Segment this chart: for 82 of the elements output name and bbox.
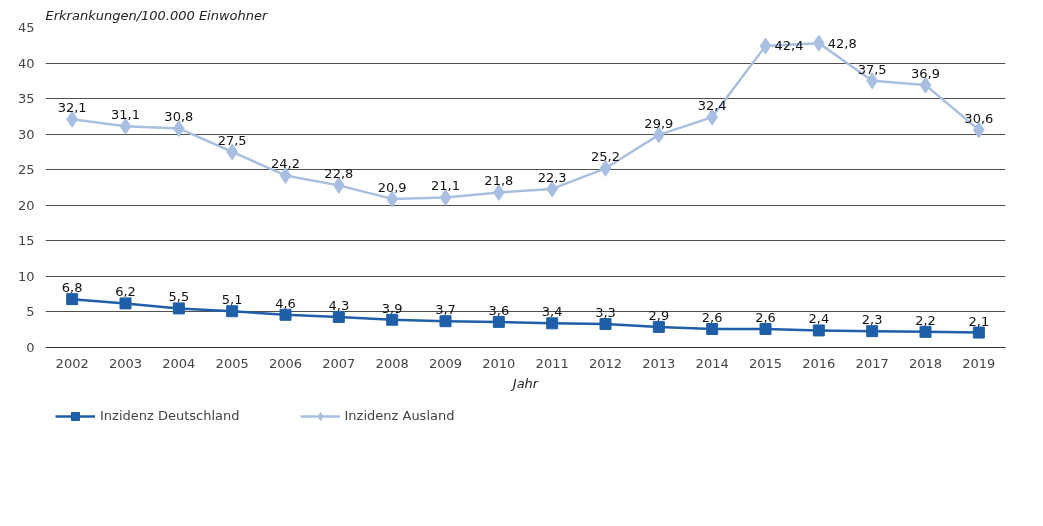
data-label: 2,4: [808, 311, 830, 327]
x-tick-label: 2012: [588, 355, 623, 371]
x-tick-label: 2002: [55, 355, 89, 371]
data-label: 2,1: [968, 313, 990, 329]
point: [812, 324, 825, 337]
data-label: 37,5: [857, 61, 887, 77]
y-tick-label: 15: [17, 233, 35, 249]
y-tick-label: 40: [17, 55, 35, 71]
y-tick-label: 45: [17, 20, 35, 35]
data-label: 2,6: [701, 310, 723, 326]
data-label: 42,8: [827, 35, 857, 51]
x-tick-label: 2010: [482, 355, 516, 371]
legend-label: Inzidenz Ausland: [344, 408, 455, 423]
x-tick-label: 2019: [962, 355, 996, 371]
x-tick-label: 2003: [108, 355, 143, 371]
point: [972, 326, 985, 339]
data-label: 32,1: [57, 100, 87, 116]
legend-label: Inzidenz Deutschland: [100, 408, 240, 423]
x-tick-label: 2016: [802, 355, 836, 371]
x-tick-label: 2014: [695, 355, 729, 371]
data-label: 21,8: [484, 173, 514, 189]
data-label: 29,9: [644, 115, 674, 131]
x-axis-title: Jahr: [509, 375, 540, 391]
point: [866, 325, 879, 338]
point: [759, 37, 772, 55]
data-label: 30,6: [964, 110, 994, 126]
x-tick-label: 2008: [375, 355, 409, 371]
data-label: 5,5: [168, 289, 190, 305]
data-label: 36,9: [911, 66, 940, 82]
data-label: 22,8: [324, 166, 354, 182]
data-label: 2,2: [915, 312, 936, 328]
data-label: 27,5: [217, 132, 247, 148]
point: [66, 293, 79, 306]
data-label: 22,3: [537, 169, 567, 185]
data-label: 4,3: [328, 297, 350, 313]
point: [919, 325, 932, 338]
point: [759, 323, 772, 336]
point: [332, 310, 345, 323]
data-label: 2,9: [648, 307, 670, 323]
data-label: 31,1: [111, 107, 140, 123]
y-tick-label: 10: [17, 268, 35, 284]
point: [546, 317, 559, 330]
x-tick-label: 2011: [535, 355, 569, 371]
point: [706, 323, 719, 336]
y-tick-label: 30: [17, 126, 35, 142]
y-tick-label: 35: [17, 91, 35, 107]
data-label: 32,4: [697, 98, 727, 114]
data-label: 2,6: [755, 310, 776, 326]
point: [599, 318, 612, 331]
point: [119, 297, 132, 310]
x-tick-label: 2004: [162, 355, 196, 371]
x-tick-label: 2005: [215, 355, 249, 371]
x-tick-label: 2015: [748, 355, 783, 371]
x-tick-label: 2006: [268, 355, 303, 371]
data-label: 20,9: [377, 179, 407, 195]
data-label: 21,1: [431, 178, 460, 194]
x-tick-label: 2017: [855, 355, 889, 371]
data-label: 6,2: [115, 284, 136, 300]
x-tick-label: 2013: [642, 355, 676, 371]
x-tick-label: 2007: [322, 355, 356, 371]
y-tick-label: 20: [17, 197, 35, 213]
y-tick-label: 25: [17, 162, 35, 178]
x-tick-label: 2018: [908, 355, 943, 371]
point: [279, 308, 292, 321]
point: [172, 302, 185, 315]
data-label: 30,8: [164, 109, 194, 125]
y-tick-label: 5: [26, 304, 35, 320]
point: [652, 320, 665, 333]
point: [439, 315, 452, 328]
data-label: 42,4: [774, 38, 804, 54]
point: [492, 315, 505, 328]
point: [386, 313, 399, 326]
data-label: 6,8: [61, 280, 83, 296]
x-tick-label: 2009: [428, 355, 463, 371]
data-label: 5,1: [221, 292, 243, 308]
data-label: 4,6: [275, 295, 296, 311]
data-label: 2,3: [861, 312, 883, 328]
data-label: 24,2: [271, 156, 300, 172]
point: [226, 305, 239, 318]
data-label: 25,2: [591, 149, 620, 165]
y-axis-title: Erkrankungen/100.000 Einwohner: [45, 7, 270, 23]
y-tick-label: 0: [26, 340, 35, 355]
